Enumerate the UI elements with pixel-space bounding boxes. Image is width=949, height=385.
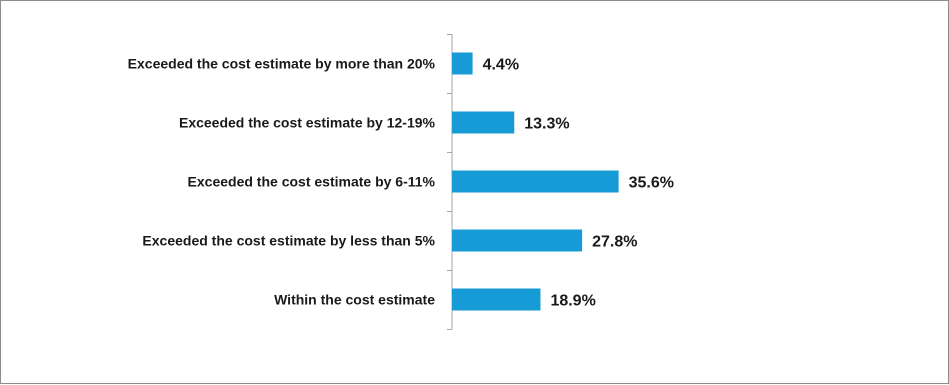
data-label: 27.8% bbox=[592, 234, 637, 251]
data-label: 13.3% bbox=[524, 116, 569, 133]
bar bbox=[452, 170, 619, 193]
category-label: Exceeded the cost estimate by 6-11% bbox=[188, 174, 436, 190]
bar bbox=[452, 229, 583, 252]
category-label: Within the cost estimate bbox=[274, 292, 435, 308]
bar bbox=[452, 111, 515, 134]
category-label: Exceeded the cost estimate by less than … bbox=[142, 233, 435, 249]
bar bbox=[452, 288, 541, 311]
category-label: Exceeded the cost estimate by 12-19% bbox=[179, 115, 436, 131]
data-label: 18.9% bbox=[550, 293, 595, 310]
data-label: 35.6% bbox=[629, 175, 674, 192]
bar bbox=[452, 52, 473, 75]
category-label: Exceeded the cost estimate by more than … bbox=[128, 56, 436, 72]
data-label: 4.4% bbox=[483, 57, 519, 74]
